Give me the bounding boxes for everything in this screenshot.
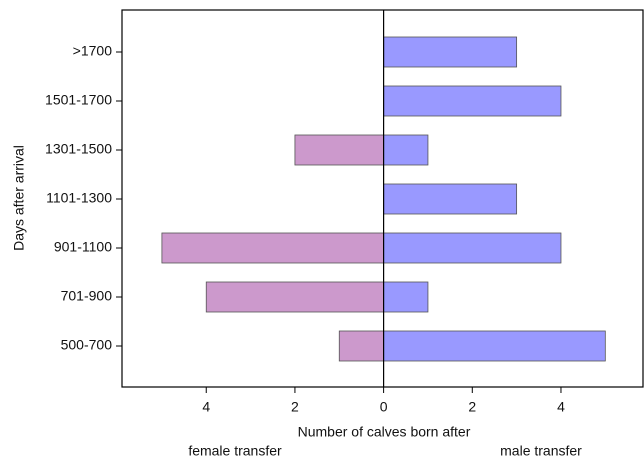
bar bbox=[383, 134, 429, 166]
y-tick-label: 1501-1700 bbox=[45, 92, 112, 108]
bar bbox=[383, 36, 518, 68]
y-axis-label: Days after arrival bbox=[11, 145, 27, 251]
bar bbox=[383, 183, 518, 215]
bar bbox=[294, 134, 385, 166]
bar bbox=[383, 330, 606, 362]
y-tick-label: 500-700 bbox=[61, 337, 113, 353]
y-tick-label: 1101-1300 bbox=[46, 190, 112, 206]
bar bbox=[383, 232, 562, 264]
y-tick-label: >1700 bbox=[73, 43, 113, 59]
bar bbox=[383, 85, 562, 117]
plot-frame bbox=[121, 9, 644, 388]
bar bbox=[383, 281, 429, 313]
x-tick-label: 4 bbox=[557, 399, 565, 415]
x-tick-label: 2 bbox=[291, 399, 299, 415]
y-tick-label: 1301-1500 bbox=[45, 141, 112, 157]
y-tick-label: 901-1100 bbox=[54, 239, 112, 255]
legend-right: male transfer bbox=[500, 443, 582, 459]
bar bbox=[205, 281, 385, 313]
legend-left: female transfer bbox=[188, 443, 282, 459]
y-tick-label: 701-900 bbox=[61, 288, 113, 304]
x-tick-label: 2 bbox=[468, 399, 476, 415]
x-tick-label: 0 bbox=[380, 399, 388, 415]
bar bbox=[338, 330, 385, 362]
bar bbox=[161, 232, 385, 264]
x-tick-label: 4 bbox=[202, 399, 210, 415]
x-axis-label: Number of calves born after bbox=[298, 424, 471, 440]
